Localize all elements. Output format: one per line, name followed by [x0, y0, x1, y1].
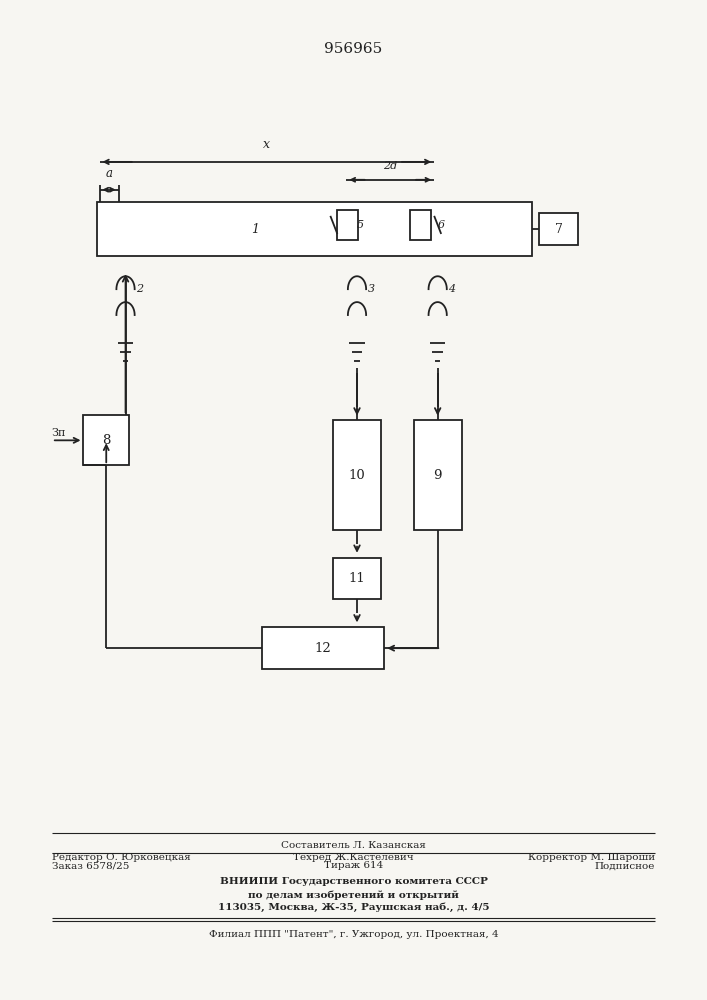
Text: 2d: 2d	[383, 161, 397, 171]
Text: 2: 2	[136, 284, 144, 294]
Bar	[333, 420, 381, 530]
Text: 9: 9	[433, 469, 442, 482]
Bar	[539, 213, 578, 245]
Text: Зп: Зп	[52, 428, 66, 438]
Bar	[333, 558, 381, 599]
Text: Филиал ППП "Патент", г. Ужгород, ул. Проектная, 4: Филиал ППП "Патент", г. Ужгород, ул. Про…	[209, 930, 498, 939]
Bar	[98, 202, 532, 256]
Text: 1: 1	[251, 223, 259, 236]
Text: x: x	[264, 138, 270, 151]
Text: 113035, Москва, Ж-35, Раушская наб., д. 4/5: 113035, Москва, Ж-35, Раушская наб., д. …	[218, 903, 489, 912]
Text: 12: 12	[315, 642, 332, 655]
Text: Тираж 614: Тираж 614	[324, 861, 383, 870]
Bar	[83, 415, 129, 465]
Text: Составитель Л. Казанская: Составитель Л. Казанская	[281, 841, 426, 850]
Bar	[409, 210, 431, 240]
Bar	[337, 210, 358, 240]
Text: 10: 10	[349, 469, 366, 482]
Text: Корректор М. Шароши: Корректор М. Шароши	[528, 853, 655, 862]
Text: Подписное: Подписное	[595, 861, 655, 870]
Text: 8: 8	[102, 434, 110, 447]
Text: Заказ 6578/25: Заказ 6578/25	[52, 861, 129, 870]
Text: ВНИИПИ Государственного комитета СССР: ВНИИПИ Государственного комитета СССР	[220, 877, 487, 886]
Bar	[414, 420, 462, 530]
Text: по делам изобретений и открытий: по делам изобретений и открытий	[248, 890, 459, 900]
Text: 3: 3	[368, 284, 375, 294]
Bar	[262, 627, 385, 669]
Text: 7: 7	[555, 223, 563, 236]
Text: Техред Ж.Кастелевич: Техред Ж.Кастелевич	[293, 853, 414, 862]
Text: 5: 5	[357, 220, 364, 230]
Text: a: a	[105, 167, 112, 180]
Text: Редактор О. Юрковецкая: Редактор О. Юрковецкая	[52, 853, 191, 862]
Text: 11: 11	[349, 572, 366, 585]
Text: 4: 4	[448, 284, 455, 294]
Text: 6: 6	[438, 220, 445, 230]
Text: 956965: 956965	[325, 42, 382, 56]
